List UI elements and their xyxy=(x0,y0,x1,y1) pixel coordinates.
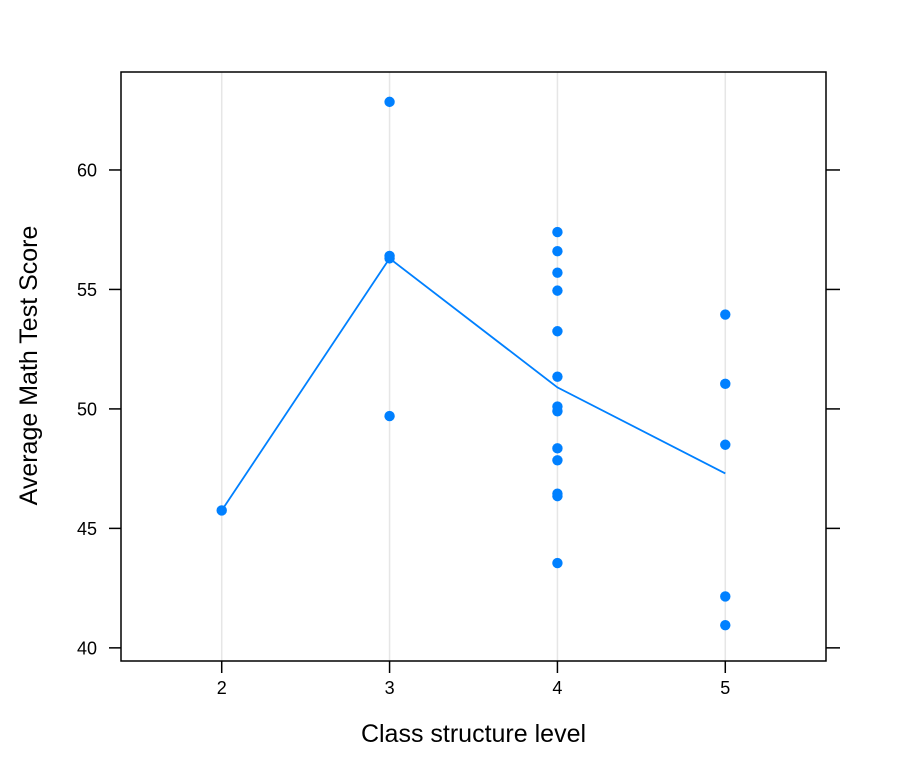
data-point xyxy=(720,619,731,631)
x-axis: 2 3 4 5 xyxy=(217,661,730,698)
y-axis-title: Average Math Test Score xyxy=(15,226,43,506)
y-tick-label: 55 xyxy=(77,280,97,300)
data-point xyxy=(552,406,563,417)
y-tick-label: 40 xyxy=(77,638,97,658)
x-tick-label: 2 xyxy=(217,678,227,698)
x-tick-label: 3 xyxy=(385,678,395,698)
x-axis-title: Class structure level xyxy=(361,720,586,748)
y-tick-label: 50 xyxy=(77,399,97,419)
data-point xyxy=(552,326,563,337)
plot-frame xyxy=(120,71,827,662)
x-tick-label: 4 xyxy=(552,678,562,698)
data-point xyxy=(552,371,563,382)
data-point xyxy=(720,378,731,390)
data-point xyxy=(552,490,563,502)
grid-lines xyxy=(220,72,727,661)
data-point xyxy=(552,443,563,454)
data-point xyxy=(384,410,395,422)
data-points xyxy=(216,96,731,631)
data-point xyxy=(552,226,563,238)
data-point xyxy=(552,285,563,296)
mean-trend-line xyxy=(220,257,726,511)
data-point xyxy=(552,267,563,278)
y-axis: 40 45 50 55 60 xyxy=(77,160,840,658)
data-point xyxy=(552,455,563,466)
data-point xyxy=(384,253,395,264)
data-point xyxy=(552,246,563,257)
data-point xyxy=(720,591,731,602)
y-tick-label: 60 xyxy=(77,160,97,180)
data-point xyxy=(720,439,731,450)
x-tick-label: 5 xyxy=(720,678,730,698)
data-point xyxy=(216,505,227,516)
data-point xyxy=(552,557,563,569)
data-point xyxy=(720,309,731,320)
y-tick-label: 45 xyxy=(77,519,97,539)
data-point xyxy=(384,96,395,108)
